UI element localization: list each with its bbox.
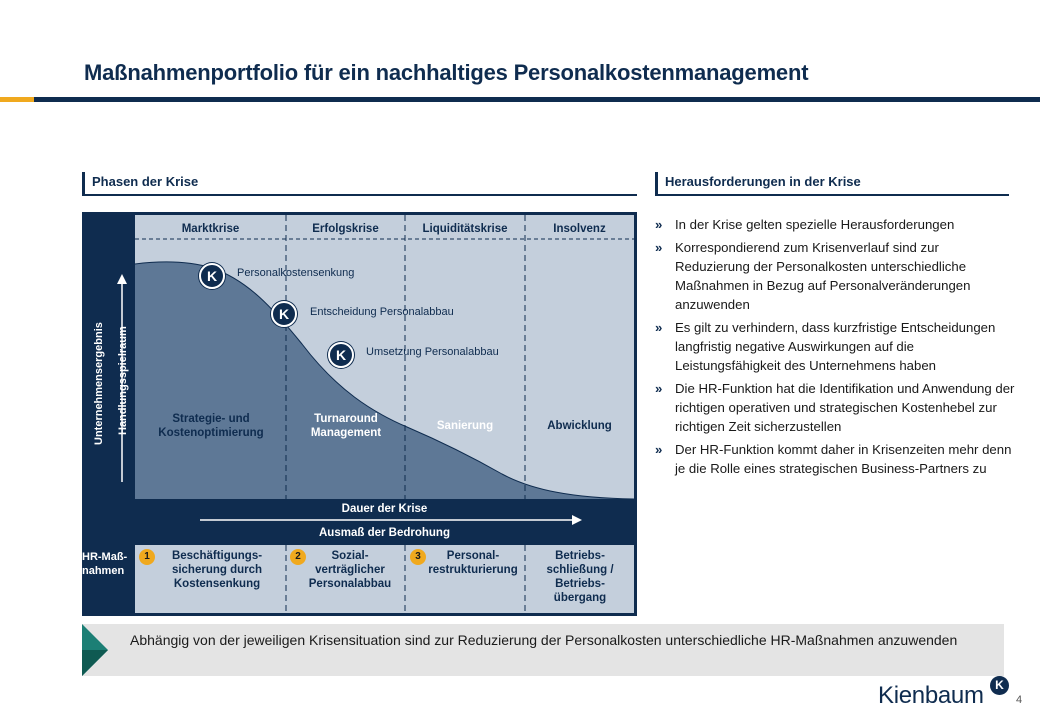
section-heading-challenges-label: Herausforderungen in der Krise bbox=[665, 174, 861, 189]
bullet-marker: » bbox=[655, 381, 663, 396]
measure-number-3: 3 bbox=[410, 549, 426, 565]
conclusion-text: Abhängig von der jeweiligen Krisensituat… bbox=[130, 632, 958, 648]
phase-label-erfolgskrise: Erfolgskrise bbox=[312, 223, 379, 235]
measure-4: Betriebs-schließung / Betriebs-übergang bbox=[546, 550, 614, 604]
measure-2: Sozial-verträglicher Personalabbau bbox=[308, 550, 392, 590]
phase-action-4: Abwicklung bbox=[547, 420, 612, 432]
milestone-label-1: Personalkostensenkung bbox=[237, 267, 355, 279]
bullet-text: Korrespondierend zum Krisenverlauf sind … bbox=[675, 240, 971, 312]
x-axis-label-threat: Ausmaß der Bedrohung bbox=[319, 527, 450, 539]
section-heading-phases-label: Phasen der Krise bbox=[92, 174, 199, 189]
conclusion-arrow-icon bbox=[82, 624, 108, 676]
page-number: 4 bbox=[1016, 694, 1023, 706]
challenge-bullet-4: » Die HR-Funktion hat die Identifikation … bbox=[655, 379, 1015, 436]
bullet-marker: » bbox=[655, 217, 663, 232]
bullet-text: Die HR-Funktion hat die Identifikation u… bbox=[675, 381, 1015, 434]
y-arrow-head bbox=[117, 274, 127, 284]
challenge-bullet-1: » In der Krise gelten spezielle Herausfor… bbox=[655, 215, 1015, 234]
hr-row-panel bbox=[135, 545, 634, 613]
crisis-curve-area bbox=[135, 261, 634, 499]
title-accent-bar bbox=[0, 97, 34, 102]
bullet-text: In der Krise gelten spezielle Herausford… bbox=[675, 217, 955, 232]
challenge-bullet-3: » Es gilt zu verhindern, dass kurzfristig… bbox=[655, 318, 1015, 375]
measure-number-1: 1 bbox=[139, 549, 155, 565]
x-arrow-head bbox=[572, 515, 582, 525]
challenge-bullet-5: » Der HR-Funktion kommt daher in Krisenze… bbox=[655, 440, 1015, 478]
crisis-phase-diagram: Marktkrise Erfolgskrise Liquiditätskrise… bbox=[82, 212, 637, 616]
kienbaum-k-icon-3: K bbox=[328, 342, 354, 368]
x-axis-label-duration: Dauer der Krise bbox=[341, 503, 428, 515]
title-underline bbox=[34, 97, 1040, 102]
section-heading-challenges: Herausforderungen in der Krise bbox=[655, 172, 1009, 196]
bullet-text: Der HR-Funktion kommt daher in Krisenzei… bbox=[675, 442, 1012, 476]
page-title: Maßnahmenportfolio für ein nachhaltiges … bbox=[84, 60, 809, 85]
kienbaum-k-logo-icon: K bbox=[990, 676, 1009, 695]
y-axis-label-outer: Unternehmensergebnis bbox=[93, 322, 105, 445]
milestone-label-2: Entscheidung Personalabbau bbox=[310, 306, 454, 318]
phase-action-2: Turnaround Management bbox=[310, 413, 382, 439]
kienbaum-k-icon-2: K bbox=[271, 301, 297, 327]
measure-1: Beschäftigungs-sicherung durch Kostensen… bbox=[171, 550, 263, 590]
bullet-marker: » bbox=[655, 320, 663, 335]
bullet-marker: » bbox=[655, 240, 663, 255]
diagram-graphics bbox=[82, 212, 637, 616]
bullet-text: Es gilt zu verhindern, dass kurzfristige… bbox=[675, 320, 996, 373]
y-axis-label-inner: Handlungsspielraum bbox=[117, 326, 129, 435]
bullet-marker: » bbox=[655, 442, 663, 457]
challenge-bullet-2: » Korrespondierend zum Krisenverlauf sind… bbox=[655, 238, 1015, 314]
measure-3: Personal-restrukturierung bbox=[428, 550, 518, 576]
phase-label-liquiditaetskrise: Liquiditätskrise bbox=[422, 223, 508, 235]
phase-label-marktkrise: Marktkrise bbox=[181, 223, 240, 235]
kienbaum-logo: Kienbaum bbox=[878, 682, 984, 709]
phase-label-insolvenz: Insolvenz bbox=[553, 223, 606, 235]
measure-number-2: 2 bbox=[290, 549, 306, 565]
challenge-bullet-list: » In der Krise gelten spezielle Herausfor… bbox=[655, 215, 1015, 482]
phase-action-3: Sanierung bbox=[436, 420, 494, 432]
kienbaum-k-icon-1: K bbox=[199, 263, 225, 289]
section-heading-phases: Phasen der Krise bbox=[82, 172, 637, 196]
phase-action-1: Strategie- und Kostenoptimierung bbox=[158, 413, 264, 439]
conclusion-box: Abhängig von der jeweiligen Krisensituat… bbox=[82, 624, 1004, 676]
milestone-label-3: Umsetzung Personalabbau bbox=[366, 346, 499, 358]
hr-measures-label: HR-Maß-nahmen bbox=[82, 551, 128, 577]
